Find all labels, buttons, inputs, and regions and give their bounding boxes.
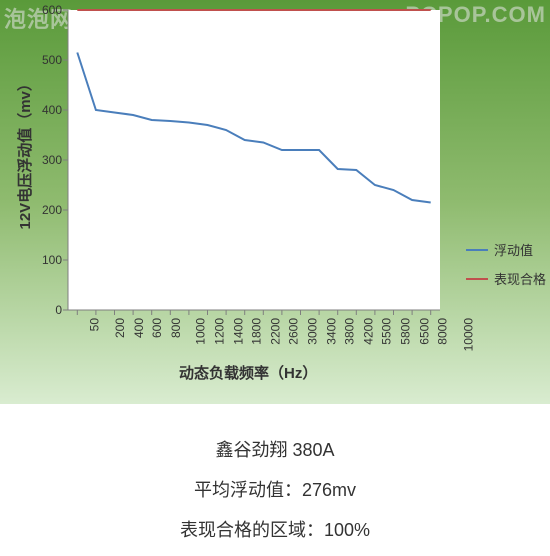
- x-tick-label: 5500: [380, 318, 394, 345]
- x-tick-label: 2600: [287, 318, 301, 345]
- caption-avg-label: 平均浮动值：: [194, 480, 302, 500]
- y-tick-label: 400: [34, 104, 62, 116]
- x-tick-label: 600: [150, 318, 164, 338]
- y-tick-label: 300: [34, 154, 62, 166]
- x-tick-label: 1200: [213, 318, 227, 345]
- caption-avg-value: 276mv: [302, 480, 356, 500]
- y-tick-label: 200: [34, 204, 62, 216]
- x-tick-label: 4200: [361, 318, 375, 345]
- x-tick-label: 3800: [343, 318, 357, 345]
- x-tick-label: 3400: [324, 318, 338, 345]
- x-tick-label: 1800: [250, 318, 264, 345]
- legend-swatch: [466, 249, 488, 251]
- legend-item: 表现合格: [466, 269, 546, 288]
- x-tick-label: 2200: [268, 318, 282, 345]
- caption-pass-value: 100%: [324, 520, 370, 540]
- caption-pass-label: 表现合格的区域：: [180, 520, 324, 540]
- x-tick-label: 200: [113, 318, 127, 338]
- legend: 浮动值表现合格: [466, 240, 546, 298]
- caption-block: 鑫谷劲翔 380A 平均浮动值：276mv 表现合格的区域：100%: [0, 404, 550, 556]
- x-tick-label: 5800: [399, 318, 413, 345]
- figure: 泡泡网 PCPOP.COM 0100200300400500600 502004…: [0, 0, 550, 556]
- y-tick-label: 100: [34, 254, 62, 266]
- x-axis-title: 动态负载频率（Hz）: [179, 362, 317, 383]
- x-tick-label: 400: [132, 318, 146, 338]
- x-tick-label: 10000: [461, 318, 475, 351]
- plot-svg: [68, 10, 440, 310]
- legend-label: 表现合格: [494, 269, 546, 288]
- x-tick-label: 6500: [417, 318, 431, 345]
- x-tick-label: 8000: [436, 318, 450, 345]
- caption-avg: 平均浮动值：276mv: [0, 476, 550, 502]
- x-tick-label: 1400: [231, 318, 245, 345]
- x-tick-label: 50: [88, 318, 102, 331]
- legend-label: 浮动值: [494, 240, 533, 259]
- caption-pass: 表现合格的区域：100%: [0, 516, 550, 542]
- y-axis-title: 12V电压浮动值（mv）: [14, 76, 35, 229]
- caption-title: 鑫谷劲翔 380A: [0, 436, 550, 462]
- x-tick-label: 800: [169, 318, 183, 338]
- series-line: [77, 53, 430, 203]
- chart-region: 泡泡网 PCPOP.COM 0100200300400500600 502004…: [0, 0, 550, 404]
- y-tick-label: 0: [34, 304, 62, 316]
- legend-swatch: [466, 278, 488, 280]
- x-tick-label: 1000: [194, 318, 208, 345]
- y-tick-label: 500: [34, 54, 62, 66]
- x-tick-label: 3000: [306, 318, 320, 345]
- y-tick-label: 600: [34, 4, 62, 16]
- legend-item: 浮动值: [466, 240, 546, 259]
